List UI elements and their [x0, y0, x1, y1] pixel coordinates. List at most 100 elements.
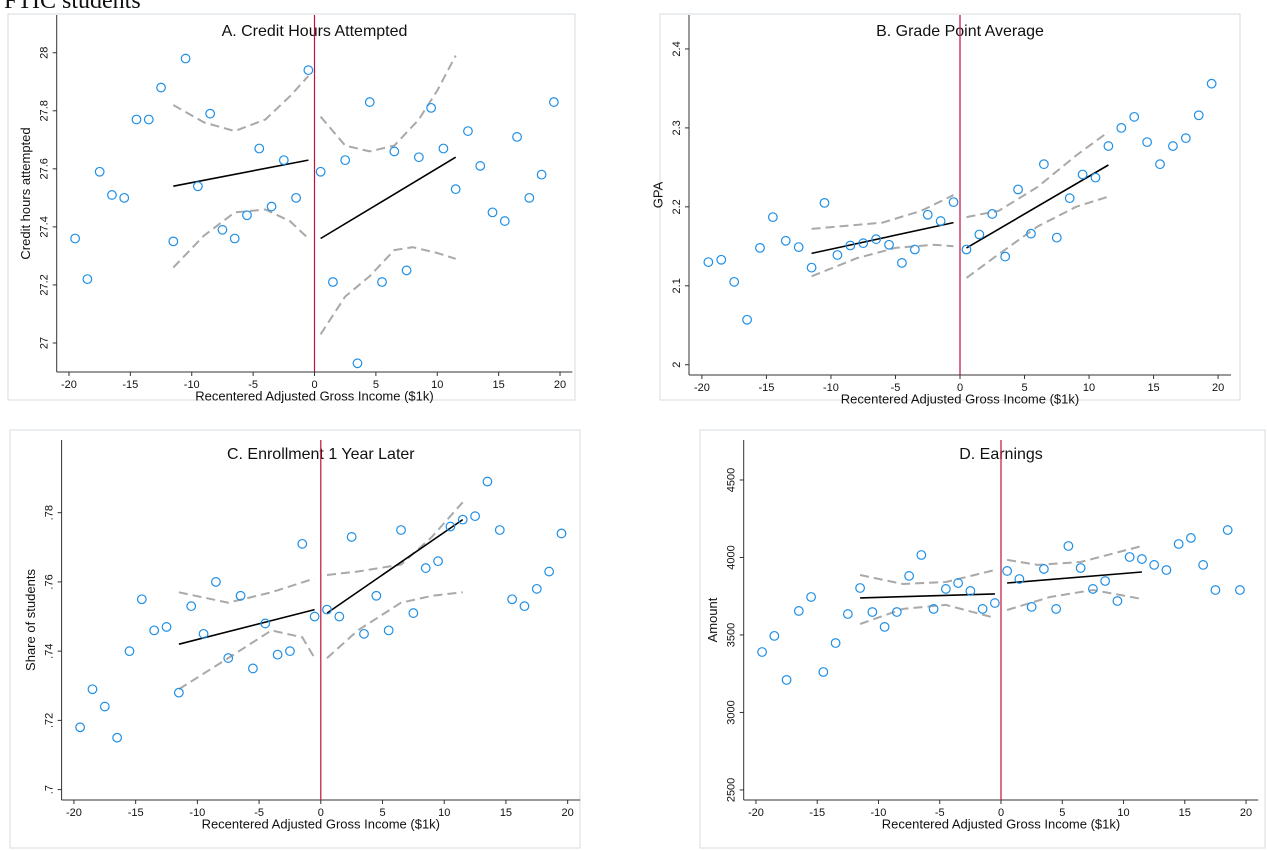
data-point — [291, 192, 301, 203]
panel: A. Credit Hours Attempted-20 -15 -10 -5 0 5 10… — [7, 13, 576, 403]
data-point — [867, 607, 878, 617]
data-point — [830, 638, 841, 648]
data-point — [793, 606, 804, 616]
confidence-band — [326, 591, 463, 659]
data-point — [70, 233, 81, 244]
y-tick-label: 27.8 — [39, 100, 51, 121]
data-point — [173, 687, 184, 698]
data-point — [987, 209, 998, 219]
x-tick-label: -5 — [935, 807, 945, 819]
y-tick-label: 2.1 — [671, 278, 683, 293]
fit-line — [966, 164, 1109, 249]
data-point — [1038, 159, 1049, 170]
data-point — [198, 628, 209, 639]
data-point — [352, 358, 363, 369]
x-tick-label: 5 — [379, 807, 385, 819]
data-point — [961, 244, 972, 255]
data-point — [1100, 576, 1111, 586]
data-point — [1180, 133, 1191, 144]
data-point — [781, 674, 792, 685]
data-point — [389, 146, 400, 157]
data-point — [531, 583, 542, 594]
confidence-band — [172, 75, 310, 133]
x-axis-title: Recentered Adjusted Gross Income ($1k) — [841, 391, 1079, 406]
data-point — [935, 216, 946, 226]
y-tick-label: .7 — [44, 785, 56, 794]
confidence-band — [1006, 545, 1143, 566]
data-point — [1087, 584, 1098, 594]
confidence-band — [326, 501, 464, 576]
data-point — [832, 250, 843, 260]
y-tick-label: 2500 — [726, 778, 738, 802]
data-point — [1142, 137, 1153, 148]
data-point — [1124, 552, 1135, 562]
data-point — [897, 257, 907, 268]
x-tick-label: 5 — [1059, 807, 1065, 819]
data-point — [871, 234, 882, 245]
fit-line — [173, 159, 309, 187]
data-point — [519, 601, 530, 612]
data-point — [1051, 232, 1062, 243]
x-tick-label: -20 — [748, 807, 764, 819]
data-point — [463, 126, 473, 136]
y-tick-label: 3000 — [726, 700, 738, 724]
x-tick-label: -15 — [128, 807, 144, 819]
data-point — [364, 97, 375, 107]
data-point — [891, 607, 902, 617]
data-point — [1222, 525, 1233, 535]
data-point — [729, 276, 740, 287]
data-point — [82, 274, 93, 285]
data-point — [904, 571, 915, 581]
confidence-band — [319, 246, 457, 335]
fit-line — [811, 221, 954, 255]
x-tick-label: -5 — [248, 379, 258, 391]
confidence-band — [859, 603, 996, 625]
y-tick-label: 3500 — [726, 623, 738, 647]
data-point — [248, 663, 258, 674]
data-point — [470, 511, 480, 522]
data-point — [1038, 564, 1049, 574]
fit-line — [860, 593, 995, 599]
confidence-band — [811, 194, 954, 230]
data-point — [438, 143, 449, 154]
data-point — [1210, 585, 1221, 595]
data-point — [965, 586, 976, 596]
data-point — [757, 647, 767, 657]
data-point — [989, 598, 1000, 608]
y-axis-title: GPA — [650, 181, 665, 208]
data-point — [536, 169, 547, 180]
data-point — [180, 53, 191, 64]
x-tick-label: 10 — [1083, 382, 1095, 394]
data-point — [1002, 566, 1013, 576]
data-point — [806, 592, 816, 602]
data-point — [87, 684, 98, 695]
panel: C. Enrollment 1 Year Later-20 -15 -10 -5 0 5 1… — [9, 429, 581, 849]
data-point — [716, 254, 727, 265]
data-point — [112, 732, 123, 743]
data-point — [1014, 574, 1025, 584]
data-point — [297, 538, 308, 549]
fit-line — [320, 156, 457, 240]
data-point — [309, 611, 320, 622]
data-point — [266, 201, 277, 212]
data-point — [974, 229, 985, 240]
x-tick-label: 10 — [431, 379, 443, 391]
data-point — [742, 314, 752, 325]
data-point — [855, 583, 865, 593]
data-point — [346, 532, 357, 542]
data-point — [475, 161, 486, 171]
confidence-band — [319, 55, 457, 153]
data-point — [278, 155, 289, 166]
data-point — [1026, 228, 1036, 239]
y-tick-label: 2.2 — [671, 199, 683, 214]
data-point — [858, 238, 869, 249]
y-tick-label: 27.2 — [39, 274, 51, 295]
data-point — [143, 114, 154, 125]
data-point — [1173, 539, 1184, 549]
data-point — [186, 601, 197, 612]
data-point — [131, 114, 142, 125]
data-point — [377, 277, 387, 287]
data-point — [217, 224, 228, 235]
data-point — [242, 210, 252, 221]
data-point — [769, 630, 780, 641]
